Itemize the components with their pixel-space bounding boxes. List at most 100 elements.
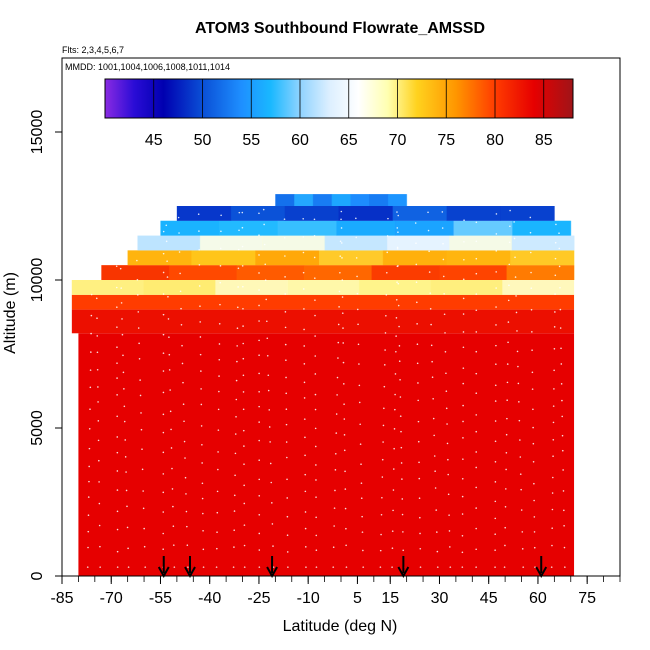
track-dot [383,364,386,366]
track-dot [167,318,170,320]
track-dot [361,515,363,518]
y-axis: 0 5000 10000 15000 [29,110,62,580]
track-dot [258,459,261,462]
track-dot [446,442,449,445]
track-dot [357,343,360,346]
track-dot [507,341,509,344]
track-dot [258,212,260,215]
track-dot [217,468,219,471]
track-dot [95,260,98,263]
track-dot [200,388,202,390]
track-dot [271,502,273,504]
track-dot [358,401,361,404]
track-dot [136,259,138,262]
track-dot [361,531,364,533]
track-dot [532,442,535,445]
profile-band [439,265,508,280]
track-dot [116,470,119,472]
track-dot [428,250,430,253]
track-dot [533,516,536,518]
track-dot [443,313,446,316]
track-dot [427,211,429,214]
track-dot [139,379,141,381]
track-dot [304,546,307,548]
track-dot [313,256,316,259]
track-dot [284,293,287,295]
track-dot [429,308,432,310]
track-dot [360,463,362,465]
track-dot [462,278,465,281]
track-dot [344,470,346,473]
track-dot [416,301,418,304]
profile-layer [78,333,575,576]
track-dot [494,533,496,536]
track-dot [88,427,91,430]
track-dot [417,399,419,402]
track-dot [462,458,464,460]
track-dot [304,527,307,530]
track-dot [169,389,171,391]
track-dot [521,531,524,533]
track-dot [445,372,447,375]
track-dot [362,549,364,552]
track-dot [302,288,305,290]
track-dot [553,369,555,372]
track-dot [475,507,477,509]
track-dot [343,403,345,405]
colorbar-tick-label: 75 [437,132,455,149]
colorbar-tick-label: 65 [340,132,358,149]
track-dot [494,500,497,503]
track-dot [315,464,317,466]
track-dot [218,322,221,325]
profile-band [449,235,513,251]
profile-band [336,220,396,236]
track-dot [462,420,464,423]
track-dot [199,321,201,323]
track-dot [397,304,400,307]
track-dot [88,447,91,450]
track-dot [401,513,404,516]
track-dot [162,230,165,233]
track-dot [141,468,144,471]
profile-band [350,194,370,206]
track-dot [165,240,168,243]
track-dot [401,498,404,500]
track-dot [303,308,305,310]
track-dot [314,299,316,301]
x-tick-label: 30 [431,590,449,607]
track-dot [216,531,218,533]
track-dot [380,533,382,536]
track-dot [126,526,129,529]
track-dot [216,490,219,493]
track-dot [266,337,269,340]
track-dot [243,566,246,568]
track-dot [171,467,173,470]
track-dot [386,251,389,254]
profile-band [236,265,305,280]
track-dot [506,399,508,401]
track-dot [315,534,318,537]
track-dot [384,349,386,351]
track-dot [416,343,419,346]
track-dot [553,347,556,350]
track-dot [184,457,186,459]
track-dot [442,275,445,278]
track-dot [399,396,402,398]
track-dot [235,379,238,382]
track-dot [505,488,507,490]
x-tick-label: 45 [480,590,498,607]
track-dot [449,566,452,568]
track-dot [341,279,344,281]
track-dot [337,323,340,326]
track-dot [448,530,451,532]
track-dot [397,265,399,267]
profile-band [255,250,320,266]
track-dot [518,401,520,403]
track-dot [304,436,306,439]
track-dot [262,208,265,211]
track-dot [233,510,236,512]
track-dot [122,354,124,357]
track-dot [509,225,511,228]
track-dot [143,527,145,530]
track-dot [267,374,270,377]
